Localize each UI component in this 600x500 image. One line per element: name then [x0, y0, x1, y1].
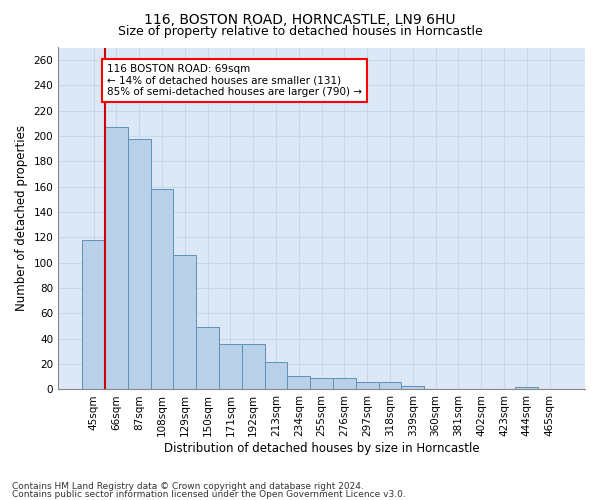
Text: 116, BOSTON ROAD, HORNCASTLE, LN9 6HU: 116, BOSTON ROAD, HORNCASTLE, LN9 6HU — [144, 12, 456, 26]
Text: Contains public sector information licensed under the Open Government Licence v3: Contains public sector information licen… — [12, 490, 406, 499]
Bar — [242, 344, 265, 390]
Bar — [128, 138, 151, 390]
Bar — [310, 378, 333, 390]
Bar — [287, 376, 310, 390]
Bar — [105, 128, 128, 390]
Bar — [515, 387, 538, 390]
Bar — [196, 328, 219, 390]
Text: 116 BOSTON ROAD: 69sqm
← 14% of detached houses are smaller (131)
85% of semi-de: 116 BOSTON ROAD: 69sqm ← 14% of detached… — [107, 64, 362, 97]
Y-axis label: Number of detached properties: Number of detached properties — [15, 126, 28, 312]
Text: Contains HM Land Registry data © Crown copyright and database right 2024.: Contains HM Land Registry data © Crown c… — [12, 482, 364, 491]
Bar — [219, 344, 242, 390]
X-axis label: Distribution of detached houses by size in Horncastle: Distribution of detached houses by size … — [164, 442, 479, 455]
Bar — [401, 386, 424, 390]
Bar — [333, 378, 356, 390]
Bar — [265, 362, 287, 390]
Text: Size of property relative to detached houses in Horncastle: Size of property relative to detached ho… — [118, 25, 482, 38]
Bar — [379, 382, 401, 390]
Bar — [151, 190, 173, 390]
Bar — [356, 382, 379, 390]
Bar — [173, 255, 196, 390]
Bar — [82, 240, 105, 390]
